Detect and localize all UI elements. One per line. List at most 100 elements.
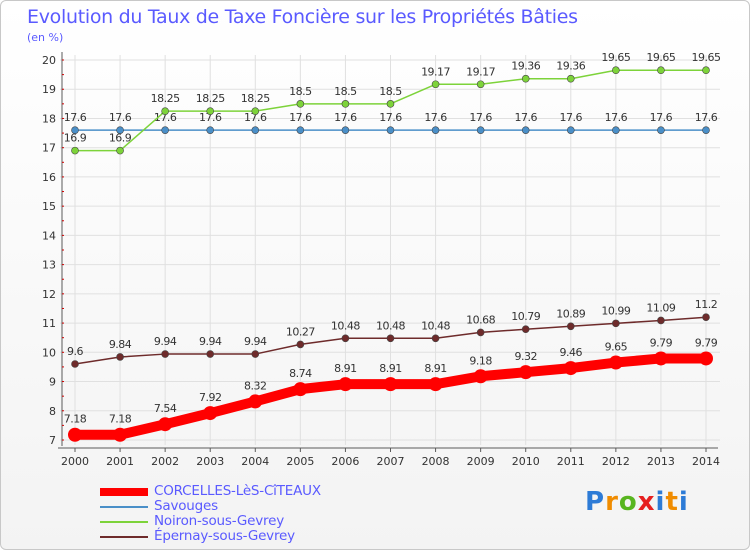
x-tick-label: 2011 [557,455,585,468]
data-label: 17.6 [560,111,583,124]
data-label: 17.6 [424,111,447,124]
data-point [71,146,79,155]
legend-item: Savouges [100,498,400,514]
data-point [206,350,215,358]
data-point [521,74,530,83]
data-point [702,313,710,322]
logo-letter: P [585,487,606,517]
data-point [476,328,485,337]
y-tick-label: 10 [42,346,56,359]
x-tick-label: 2004 [241,455,269,468]
data-label: 9.65 [605,341,628,354]
y-tick-label: 9 [49,376,56,389]
data-point [251,350,260,358]
data-point [657,66,665,75]
data-label: 10.48 [376,319,405,332]
chart-title: Evolution du Taux de Taxe Foncière sur l… [27,6,578,28]
y-tick-label: 8 [49,405,56,418]
data-point [161,350,169,358]
data-label: 9.46 [560,346,583,359]
data-point [203,406,218,421]
legend-swatch [100,521,148,523]
data-point [476,126,485,134]
data-point [386,126,395,134]
data-point [341,334,350,343]
data-label: 7.92 [199,391,222,404]
data-label: 17.6 [469,111,492,124]
data-label: 17.6 [695,111,718,124]
legend-item: CORCELLES-LèS-CîTEAUX [100,483,400,499]
x-tick-label: 2013 [647,455,675,468]
data-label: 10.48 [421,319,450,332]
logo-letter: r [605,487,619,517]
data-label: 10.27 [286,325,315,338]
data-label: 7.54 [154,402,177,415]
data-label: 16.9 [109,132,132,145]
logo-letter: i [655,487,666,517]
data-point [428,377,443,392]
data-label: 19.17 [466,65,495,78]
data-point [702,66,710,75]
data-label: 8.91 [334,362,357,375]
data-label: 18.25 [241,92,270,105]
x-tick-label: 2007 [377,455,405,468]
legend-label: CORCELLES-LèS-CîTEAUX [154,483,321,499]
data-point [293,382,308,397]
data-point [251,107,260,115]
data-point [251,126,260,134]
data-label: 10.99 [601,304,630,317]
data-point [383,377,398,392]
data-label: 17.6 [514,111,537,124]
data-point [71,126,79,134]
legend-swatch [100,506,148,508]
data-label: 18.5 [289,85,312,98]
data-point [521,325,530,334]
data-point [71,360,79,368]
legend-label: Épernay-sous-Gevrey [154,528,295,544]
data-label: 9.84 [109,338,132,351]
data-point [566,74,575,83]
data-label: 17.6 [199,111,222,124]
data-point [341,126,350,134]
x-tick-label: 2012 [602,455,630,468]
data-label: 17.6 [289,111,312,124]
data-point [657,126,665,134]
data-label: 17.6 [334,111,357,124]
data-point [657,316,665,325]
legend-swatch [100,488,148,496]
data-point [699,351,713,366]
x-tick-label: 2003 [196,455,224,468]
data-point [608,355,623,370]
data-label: 19.36 [511,60,540,73]
data-point [68,427,82,442]
data-point [116,126,124,134]
data-label: 18.25 [196,92,225,105]
data-point [518,365,533,380]
data-label: 9.79 [695,336,718,349]
logo-letter: i [678,487,689,517]
data-point [521,126,530,134]
y-tick-label: 20 [42,54,56,67]
data-point [341,100,350,108]
legend-item: Épernay-sous-Gevrey [100,528,400,544]
data-point [386,334,395,343]
data-point [296,340,305,349]
data-point [563,361,578,376]
data-label: 17.6 [650,111,673,124]
data-label: 17.6 [154,111,177,124]
data-point [206,126,215,134]
y-tick-label: 7 [49,434,56,447]
data-label: 9.94 [244,335,267,348]
chart-legend: CORCELLES-LèS-CîTEAUX Savouges Noiron-sous… [100,483,400,544]
proxiti-logo: Proxiti [585,487,689,517]
data-point [161,126,169,134]
data-label: 17.6 [605,111,628,124]
legend-label: Savouges [154,498,218,514]
data-label: 18.5 [334,85,357,98]
data-label: 7.18 [109,413,132,426]
data-label: 9.18 [469,354,492,367]
data-label: 8.32 [244,379,267,392]
data-point [431,126,440,134]
data-point [296,126,305,134]
